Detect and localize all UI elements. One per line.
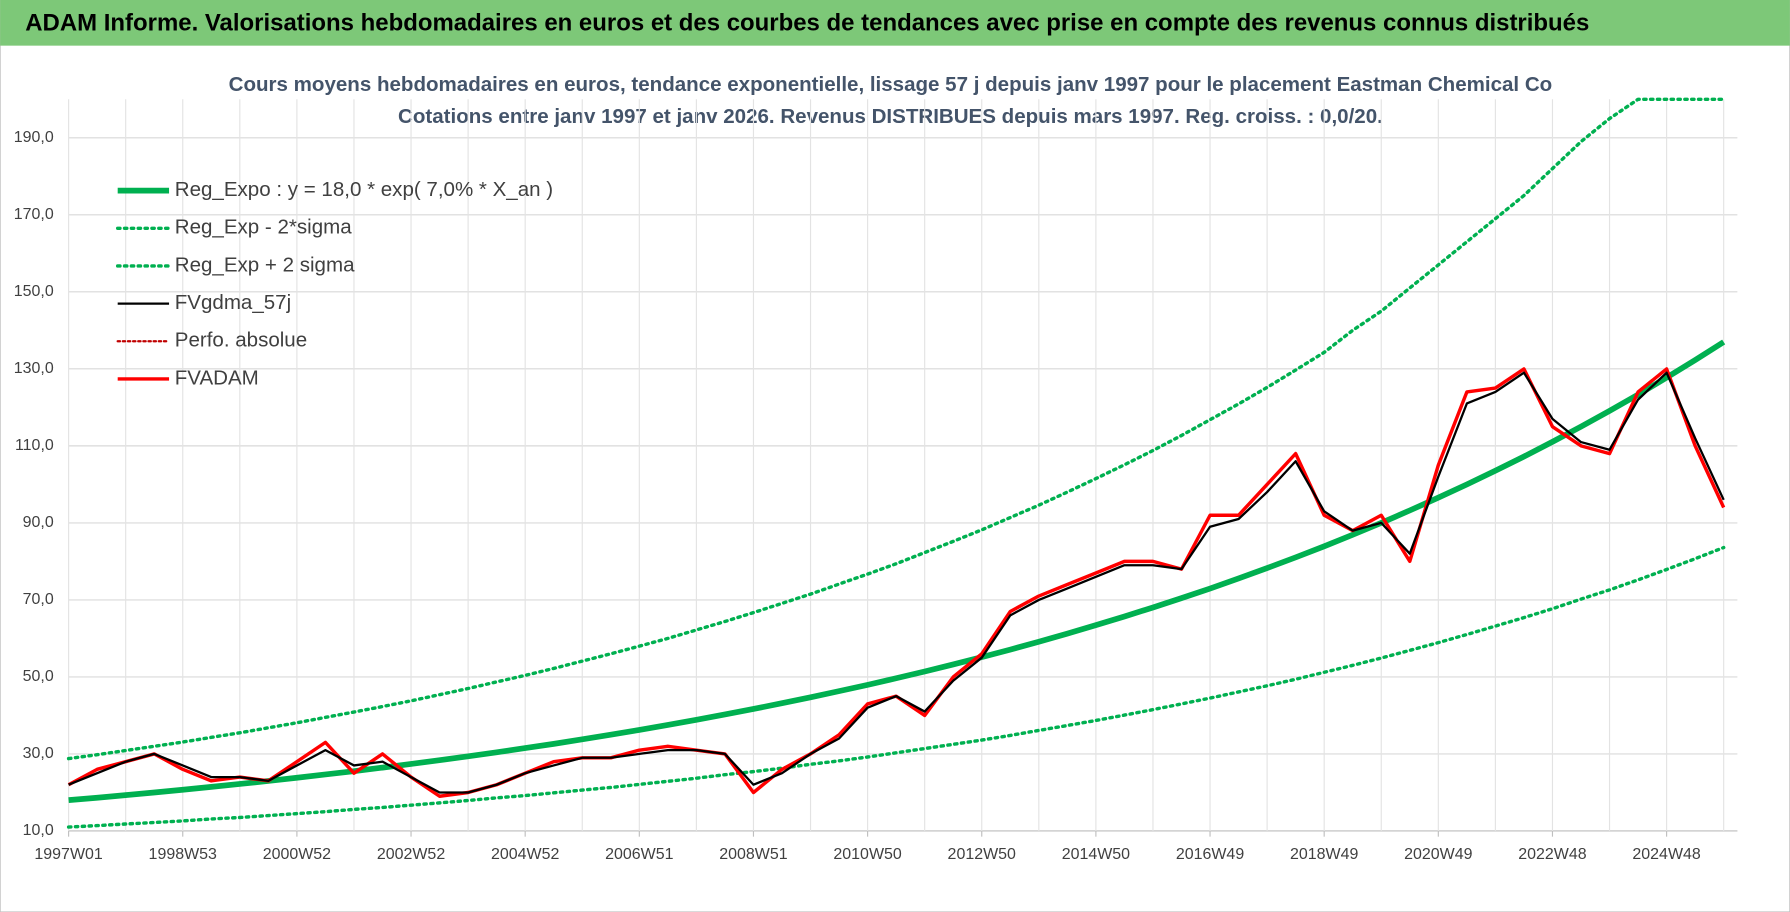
x-tick-label: 2002W52 [377,846,445,863]
y-tick-label: 10,0 [23,822,54,839]
x-tick-label: 2010W50 [833,846,901,863]
y-tick-label: 70,0 [23,591,54,608]
x-tick-label: 2012W50 [948,846,1016,863]
series-line [68,371,1725,794]
x-tick-label: 2008W51 [719,846,787,863]
x-tick-label: 2018W49 [1290,846,1358,863]
legend-label: Reg_Exp - 2*sigma [175,216,352,239]
legend-label: Reg_Expo : y = 18,0 * exp( 7,0% * X_an ) [175,178,553,201]
series-line [68,339,1726,803]
x-tick-label: 2022W48 [1518,846,1586,863]
x-tick-label: 2014W50 [1062,846,1130,863]
legend-label: Reg_Exp + 2 sigma [175,253,355,276]
x-tick-label: 2006W51 [605,846,673,863]
x-tick-label: 1997W01 [34,846,102,863]
x-tick-label: 2016W49 [1176,846,1244,863]
x-tick-label: 1998W53 [149,846,217,863]
y-tick-label: 50,0 [23,668,54,685]
y-tick-label: 110,0 [15,437,54,454]
y-tick-label: 170,0 [14,206,54,223]
y-tick-label: 190,0 [14,129,54,146]
x-tick-label: 2004W52 [491,846,559,863]
plot [66,97,1726,829]
header-band [0,0,1790,46]
series-line [66,97,1726,761]
y-tick-label: 90,0 [23,514,54,531]
legend-label: FVADAM [175,366,259,389]
x-tick-label: 2020W49 [1404,846,1472,863]
y-tick-label: 150,0 [14,283,54,300]
chart-title: Cours moyens hebdomadaires en euros, ten… [229,73,1553,96]
x-tick-label: 2024W48 [1632,846,1700,863]
legend-label: FVgdma_57j [175,291,291,314]
legend: Reg_Expo : y = 18,0 * exp( 7,0% * X_an )… [115,178,553,389]
y-tick-label: 130,0 [14,360,54,377]
x-tick-label: 2000W52 [263,846,331,863]
series-line [66,545,1726,829]
chart-subtitle: Cotations entre janv 1997 et janv 2026. … [398,105,1383,128]
legend-label: Perfo. absolue [175,329,307,352]
y-tick-label: 30,0 [23,745,54,762]
header-title: ADAM Informe. Valorisations hebdomadaire… [25,9,1589,36]
